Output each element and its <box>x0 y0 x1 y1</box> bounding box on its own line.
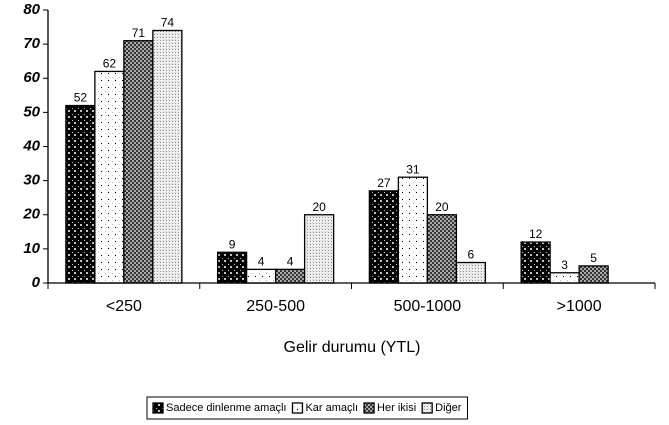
value-label: 3 <box>561 258 568 272</box>
value-label: 62 <box>103 57 117 71</box>
bar <box>397 176 429 284</box>
bar <box>368 190 400 284</box>
legend-label: Diğer <box>435 402 462 414</box>
value-label: 20 <box>435 200 449 214</box>
bar <box>426 214 458 284</box>
value-label: 5 <box>590 251 597 265</box>
legend-label: Her ikisi <box>377 402 416 414</box>
bar <box>455 261 487 284</box>
y-tick-label: 10 <box>23 240 40 257</box>
bar <box>216 251 248 284</box>
legend-box <box>146 396 468 420</box>
legend-label: Kar amaçlı <box>305 402 358 414</box>
value-label: 52 <box>74 91 88 105</box>
legend-swatch <box>421 402 433 414</box>
value-label: 9 <box>229 237 236 251</box>
value-label: 6 <box>468 248 475 262</box>
bar <box>303 214 335 284</box>
y-tick-label: 70 <box>23 35 40 52</box>
value-label: 71 <box>132 26 146 40</box>
x-axis-label: Gelir durumu (YTL) <box>284 339 421 356</box>
value-label: 31 <box>406 162 420 176</box>
x-tick-label: 500-1000 <box>394 298 462 315</box>
y-tick-label: 80 <box>23 1 40 18</box>
legend-swatch <box>363 402 375 414</box>
legend-label: Sadece dinlenme amaçlı <box>166 402 286 414</box>
bar <box>94 70 125 284</box>
y-tick-label: 20 <box>22 206 40 223</box>
legend-swatch <box>152 402 164 414</box>
y-tick-label: 60 <box>23 69 40 86</box>
value-label: 4 <box>258 255 265 269</box>
bar <box>520 241 551 284</box>
x-tick-label: >1000 <box>557 298 602 315</box>
bar <box>549 272 580 284</box>
bar <box>578 265 609 284</box>
y-tick-label: 40 <box>22 137 40 154</box>
y-tick-label: 50 <box>23 103 40 120</box>
bar <box>274 268 306 284</box>
legend-swatch <box>291 402 304 414</box>
x-tick-label: <250 <box>106 298 142 315</box>
value-label: 20 <box>312 200 326 214</box>
x-tick-label: 250-500 <box>246 298 305 315</box>
y-tick-label: 30 <box>23 172 40 189</box>
value-label: 27 <box>377 176 391 190</box>
value-label: 12 <box>529 227 543 241</box>
bar <box>152 29 183 284</box>
bar <box>245 268 277 284</box>
bar <box>123 40 154 284</box>
y-tick-label: 0 <box>32 274 41 291</box>
bar <box>65 104 96 284</box>
value-label: 74 <box>161 16 175 30</box>
value-label: 4 <box>287 255 294 269</box>
